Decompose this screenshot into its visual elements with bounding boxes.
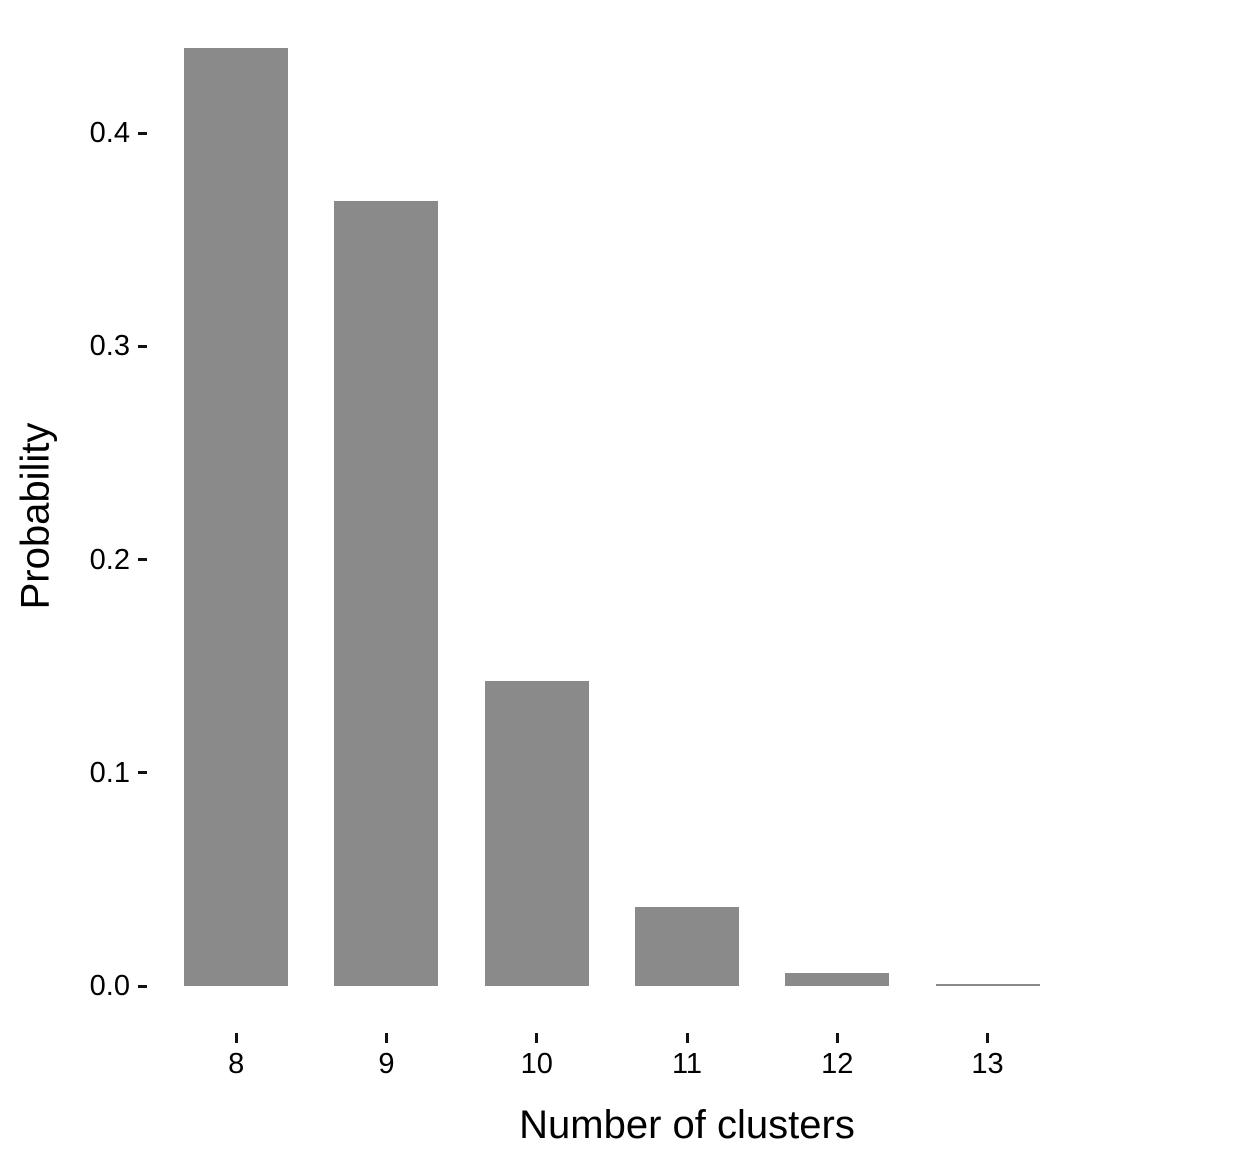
y-axis-tick-label: 0.0 [89, 970, 130, 1002]
y-axis-tick-label: 0.2 [89, 543, 130, 576]
y-axis-tick-label: 0.4 [89, 117, 130, 149]
x-axis-tick [384, 1033, 388, 1043]
y-axis-tick [138, 344, 147, 348]
y-axis-tick-label: 0.1 [89, 756, 130, 789]
y-axis-title-text: Probability [13, 422, 58, 610]
x-axis-tick [685, 1033, 689, 1043]
y-axis-tick [138, 984, 147, 988]
x-axis-title: Number of clusters [519, 1103, 855, 1147]
x-axis-tick [234, 1033, 238, 1043]
bar [184, 47, 289, 986]
x-axis-tick-label: 13 [971, 1048, 1004, 1080]
x-axis-tick-label: 10 [520, 1048, 553, 1080]
x-axis-tick [986, 1033, 990, 1043]
y-axis-tick-label: 0.3 [89, 330, 130, 363]
x-axis-tick [835, 1033, 839, 1043]
x-axis-tick-label: 11 [671, 1048, 703, 1080]
x-axis-tick-label: 8 [228, 1048, 245, 1080]
bar [334, 201, 439, 986]
bar [785, 973, 890, 986]
bar [484, 681, 589, 986]
y-axis-tick [138, 771, 147, 775]
x-axis-tick-label: 9 [378, 1048, 395, 1080]
y-axis-tick [138, 131, 147, 135]
x-axis-tick-label: 12 [821, 1048, 854, 1080]
x-axis-tick [535, 1033, 539, 1043]
y-axis-tick [138, 558, 147, 561]
bar [635, 907, 739, 986]
bar [935, 983, 1040, 986]
plot-area [146, 0, 1228, 1033]
